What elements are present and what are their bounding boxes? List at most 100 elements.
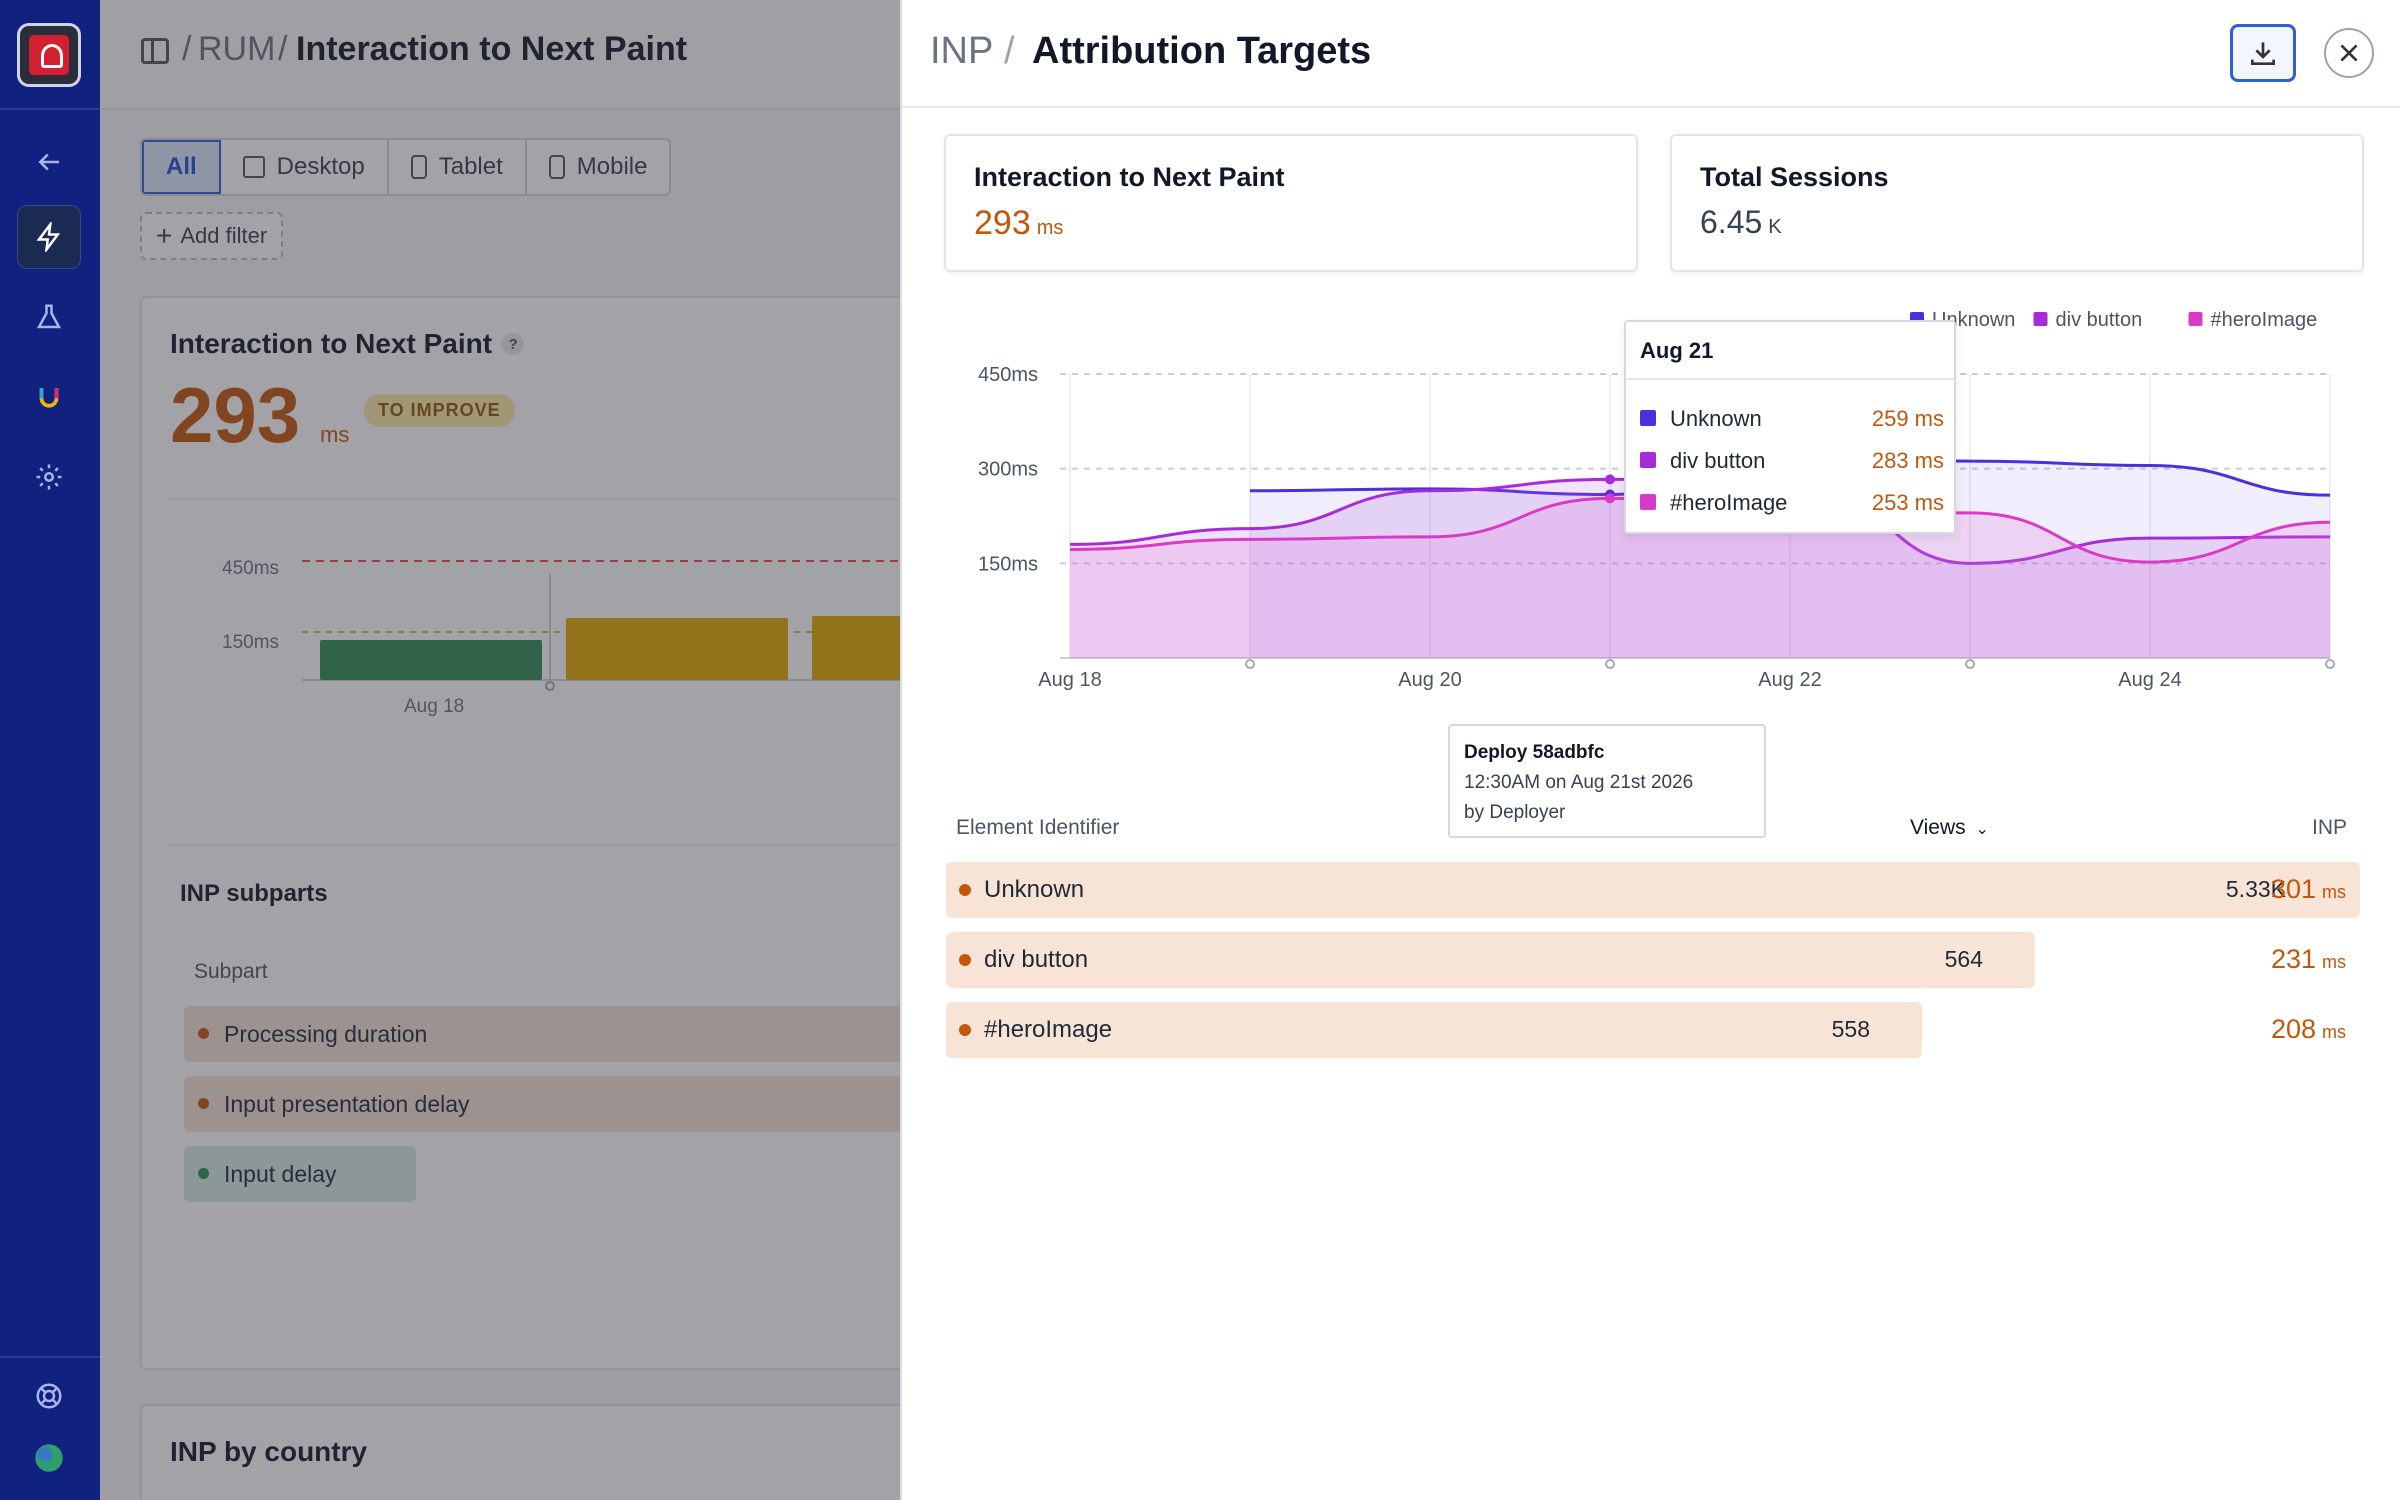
inp-unit: ms xyxy=(320,422,350,447)
avatar-icon xyxy=(35,1444,63,1472)
kpi-number: 293 xyxy=(974,204,1031,242)
chevron-down-icon: ⌄ xyxy=(1975,821,1989,838)
legend-label: #heroImage xyxy=(2211,309,2318,331)
tooltip-date: Aug 21 xyxy=(1626,322,1954,380)
y-tick-label: 300ms xyxy=(978,459,1038,481)
app-logo[interactable] xyxy=(17,23,81,87)
mini-y-tick: 150ms xyxy=(222,632,280,653)
back-button[interactable] xyxy=(17,130,81,194)
tablet-icon xyxy=(410,155,427,179)
subpart-row[interactable]: Input delay xyxy=(184,1146,416,1202)
sidebar-toggle-icon[interactable] xyxy=(141,38,169,64)
status-dot xyxy=(959,1024,971,1036)
y-tick-label: 150ms xyxy=(978,553,1038,575)
monitor-icon xyxy=(242,156,265,178)
x-tick-label: Aug 22 xyxy=(1758,669,1821,690)
inp-number: 208 xyxy=(2270,1014,2316,1044)
deploy-marker xyxy=(2325,659,2335,669)
card-title: Interaction to Next Paint ? xyxy=(170,328,525,360)
help-button[interactable] xyxy=(17,1364,81,1428)
mini-y-tick: 450ms xyxy=(222,558,280,579)
inp-value: 231 ms xyxy=(2146,944,2346,975)
mini-bar[interactable] xyxy=(566,618,788,680)
tooltip-series-name: div button xyxy=(1670,448,1766,473)
views-value: 564 xyxy=(1944,946,1983,972)
country-card-title: INP by country xyxy=(170,1436,368,1467)
subparts-title: INP subparts xyxy=(180,880,328,907)
deploy-marker xyxy=(1245,659,1255,669)
legend-swatch xyxy=(2188,312,2203,326)
logo-mark-icon xyxy=(29,35,69,75)
views-header-label: Views xyxy=(1910,816,1966,839)
inp-number: 301 xyxy=(2270,874,2316,904)
legend-swatch xyxy=(2033,312,2048,326)
inp-value: 208 ms xyxy=(2146,1014,2346,1045)
tab-desktop[interactable]: Desktop xyxy=(221,140,389,194)
divider xyxy=(170,498,900,500)
column-header-element: Element Identifier xyxy=(956,816,1120,839)
arrow-left-icon xyxy=(38,153,59,171)
series-swatch xyxy=(1640,410,1656,426)
breadcrumb-root[interactable]: RUM xyxy=(198,30,276,68)
panel-title-prefix[interactable]: INP xyxy=(930,30,994,72)
attribution-row[interactable]: #heroImage 558 208 ms xyxy=(946,1002,2360,1058)
kpi-label: Interaction to Next Paint xyxy=(974,162,1285,192)
status-dot xyxy=(198,1168,209,1179)
element-identifier: #heroImage xyxy=(984,1016,1113,1043)
inp-value: 293 xyxy=(170,371,301,459)
kpi-card-sessions: Total Sessions 6.45 K xyxy=(1670,134,2364,272)
close-button[interactable] xyxy=(2324,28,2374,78)
subpart-label: Input presentation delay xyxy=(224,1090,470,1117)
lifebuoy-icon xyxy=(36,1383,62,1409)
tooltip-series-name: Unknown xyxy=(1670,406,1762,431)
add-filter-button[interactable]: + Add filter xyxy=(140,212,284,260)
inp-unit: ms xyxy=(2322,882,2346,902)
app-rail xyxy=(0,0,100,1500)
subpart-row[interactable]: Input presentation delay xyxy=(184,1076,900,1132)
modal-backdrop[interactable] xyxy=(100,0,900,1500)
background-page: / RUM / Interaction to Next Paint All De… xyxy=(100,0,900,1500)
tooltip-series-value: 259 ms xyxy=(1871,406,1944,431)
tooltip-series-value: 283 ms xyxy=(1871,448,1944,473)
share-bar xyxy=(946,932,2035,988)
x-tick-label: Aug 20 xyxy=(1398,669,1461,690)
tab-tablet[interactable]: Tablet xyxy=(389,140,527,194)
tab-mobile[interactable]: Mobile xyxy=(527,140,670,194)
nav-integration-button[interactable] xyxy=(17,365,81,429)
subpart-row[interactable]: Processing duration xyxy=(184,1006,900,1062)
legend-label: div button xyxy=(2056,309,2143,331)
kpi-unit: K xyxy=(1768,216,1782,238)
plus-icon: + xyxy=(156,220,173,251)
element-identifier: div button xyxy=(984,946,1089,973)
add-filter-label: Add filter xyxy=(180,223,268,248)
deploy-tooltip: Deploy 58adbfc 12:30AM on Aug 21st 2026 … xyxy=(1448,724,1766,838)
deploy-marker xyxy=(1965,659,1975,669)
breadcrumb-separator: / xyxy=(278,30,288,68)
integration-logo-icon xyxy=(39,388,59,408)
subparts-column-header: Subpart xyxy=(194,960,268,983)
mini-bar[interactable] xyxy=(812,616,900,680)
panel-title-separator: / xyxy=(1004,30,1015,72)
tab-all[interactable]: All xyxy=(142,140,221,194)
inp-timeseries-chart[interactable]: 450ms 300ms 150ms Aug 18 Aug 20 Aug 22 Aug 24 U… xyxy=(902,290,2400,690)
deploy-marker xyxy=(1605,659,1615,669)
nav-labs-button[interactable] xyxy=(17,285,81,349)
column-header-views[interactable]: Views ⌄ xyxy=(1910,816,1989,840)
mini-bar[interactable] xyxy=(320,640,542,680)
user-avatar-button[interactable] xyxy=(17,1426,81,1490)
download-button[interactable] xyxy=(2230,24,2296,82)
status-badge: TO IMPROVE xyxy=(364,394,515,427)
mini-x-tick: Aug 18 xyxy=(404,696,465,717)
inp-number: 231 xyxy=(2270,944,2316,974)
device-segmented-control: All Desktop Tablet Mobile xyxy=(140,138,672,196)
series-area xyxy=(1250,449,2330,658)
rail-divider-bottom xyxy=(0,1356,100,1358)
tooltip-series-value: 253 ms xyxy=(1871,490,1944,515)
attribution-row[interactable]: Unknown 5.33K 301 ms xyxy=(946,862,2360,918)
nav-settings-button[interactable] xyxy=(17,445,81,509)
nav-performance-button[interactable] xyxy=(17,205,81,269)
attribution-row[interactable]: div button 564 231 ms xyxy=(946,932,2360,988)
card-title-text: Interaction to Next Paint xyxy=(170,328,493,359)
help-icon[interactable]: ? xyxy=(502,333,525,355)
tooltip-series-name: #heroImage xyxy=(1670,490,1788,515)
